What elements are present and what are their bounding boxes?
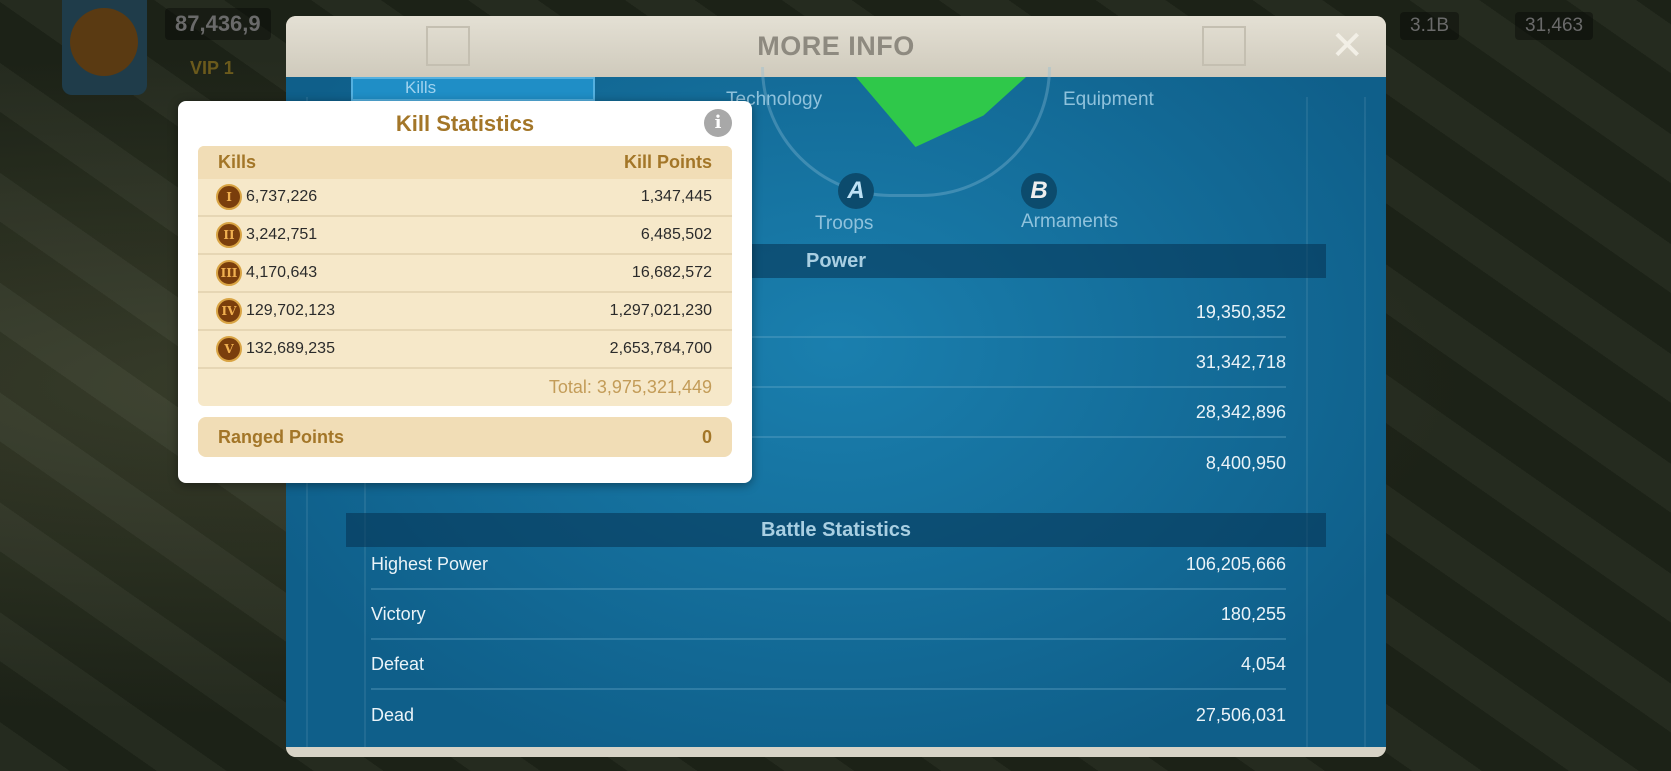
- kills-value: 132,689,235: [246, 340, 335, 358]
- tier-1-icon: I: [216, 184, 242, 210]
- points-value: 2,653,784,700: [609, 340, 712, 357]
- battle-value: 27,506,031: [1195, 704, 1286, 725]
- table-row: IV 129,702,123 1,297,021,230: [198, 293, 732, 331]
- table-row: II 3,242,751 6,485,502: [198, 217, 732, 255]
- points-value: 6,485,502: [640, 226, 712, 243]
- power-value: 19,350,352: [1195, 301, 1286, 322]
- ranged-points-label: Ranged Points: [218, 426, 345, 447]
- battle-row: Dead 27,506,031: [371, 690, 1286, 740]
- tier-3-icon: III: [216, 260, 242, 286]
- power-row: 19,350,352: [371, 288, 1286, 338]
- kills-value: 4,170,643: [246, 264, 318, 282]
- battle-label: Dead: [371, 704, 415, 725]
- close-icon[interactable]: ✕: [1330, 24, 1364, 68]
- radar-label-equipment: Equipment: [1063, 89, 1154, 110]
- power-row: 8,400,950: [371, 438, 1286, 488]
- table-row: III 4,170,643 16,682,572: [198, 255, 732, 293]
- gold-readout: 3.1B: [1400, 12, 1460, 40]
- radar-label-armaments: Armaments: [1021, 211, 1119, 232]
- total-kill-points: Total: 3,975,321,449: [548, 377, 712, 397]
- tab-kills[interactable]: Kills: [351, 77, 595, 101]
- battle-row: Highest Power 106,205,666: [371, 540, 1286, 590]
- battle-statistics-header: Battle Statistics: [346, 513, 1326, 547]
- battle-label: Highest Power: [371, 553, 489, 574]
- tier-2-icon: II: [216, 222, 242, 248]
- battle-value: 106,205,666: [1185, 553, 1286, 574]
- modal-title: MORE INFO: [757, 31, 915, 61]
- popup-title: Kill Statistics: [395, 111, 535, 136]
- vip-badge[interactable]: VIP 1: [190, 58, 234, 78]
- armaments-grade-badge: B: [1021, 173, 1057, 209]
- col-kills: Kills: [218, 152, 257, 172]
- battle-label: Defeat: [371, 653, 425, 674]
- battle-row: Defeat 4,054: [371, 640, 1286, 690]
- battle-row: Victory 180,255: [371, 590, 1286, 640]
- battle-label: Victory: [371, 603, 426, 624]
- ranged-points-row: Ranged Points 0: [198, 417, 732, 457]
- radar-label-troops: Troops: [815, 213, 874, 234]
- table-row: I 6,737,226 1,347,445: [198, 179, 732, 217]
- more-info-modal: MORE INFO ✕ Technology Equipment A B Tro…: [286, 16, 1386, 757]
- meander-border: [1306, 97, 1366, 747]
- power-value: 28,342,896: [1195, 401, 1286, 422]
- power-row: 31,342,718: [371, 338, 1286, 388]
- tier-4-icon: IV: [216, 298, 242, 324]
- table-header: Kills Kill Points: [198, 146, 732, 179]
- battle-value: 180,255: [1220, 603, 1286, 624]
- power-value: 31,342,718: [1195, 351, 1286, 372]
- ranged-points-value: 0: [701, 426, 712, 447]
- troops-grade-badge: A: [838, 173, 874, 209]
- points-value: 1,297,021,230: [609, 302, 712, 319]
- table-row: V 132,689,235 2,653,784,700: [198, 331, 732, 369]
- ornament-icon: [1202, 26, 1246, 66]
- ornament-icon: [426, 26, 470, 66]
- tier-5-icon: V: [216, 336, 242, 362]
- kills-value: 3,242,751: [246, 226, 318, 244]
- modal-footer: [286, 747, 1386, 757]
- points-value: 16,682,572: [631, 264, 712, 281]
- kill-table: Kills Kill Points I 6,737,226 1,347,445 II…: [198, 146, 732, 406]
- power-value: 8,400,950: [1205, 452, 1286, 473]
- avatar[interactable]: [62, 0, 147, 95]
- power-row: 28,342,896: [371, 388, 1286, 438]
- battle-value: 4,054: [1240, 653, 1286, 674]
- col-kill-points: Kill Points: [623, 152, 712, 172]
- kills-value: 6,737,226: [246, 188, 318, 206]
- gems-readout: 31,463: [1515, 12, 1594, 40]
- info-icon[interactable]: i: [704, 109, 732, 137]
- kills-value: 129,702,123: [246, 302, 335, 320]
- power-readout: 87,436,9: [165, 8, 271, 40]
- kill-statistics-popup: Kill Statistics i Kills Kill Points I 6,7…: [178, 101, 752, 483]
- points-value: 1,347,445: [640, 188, 712, 205]
